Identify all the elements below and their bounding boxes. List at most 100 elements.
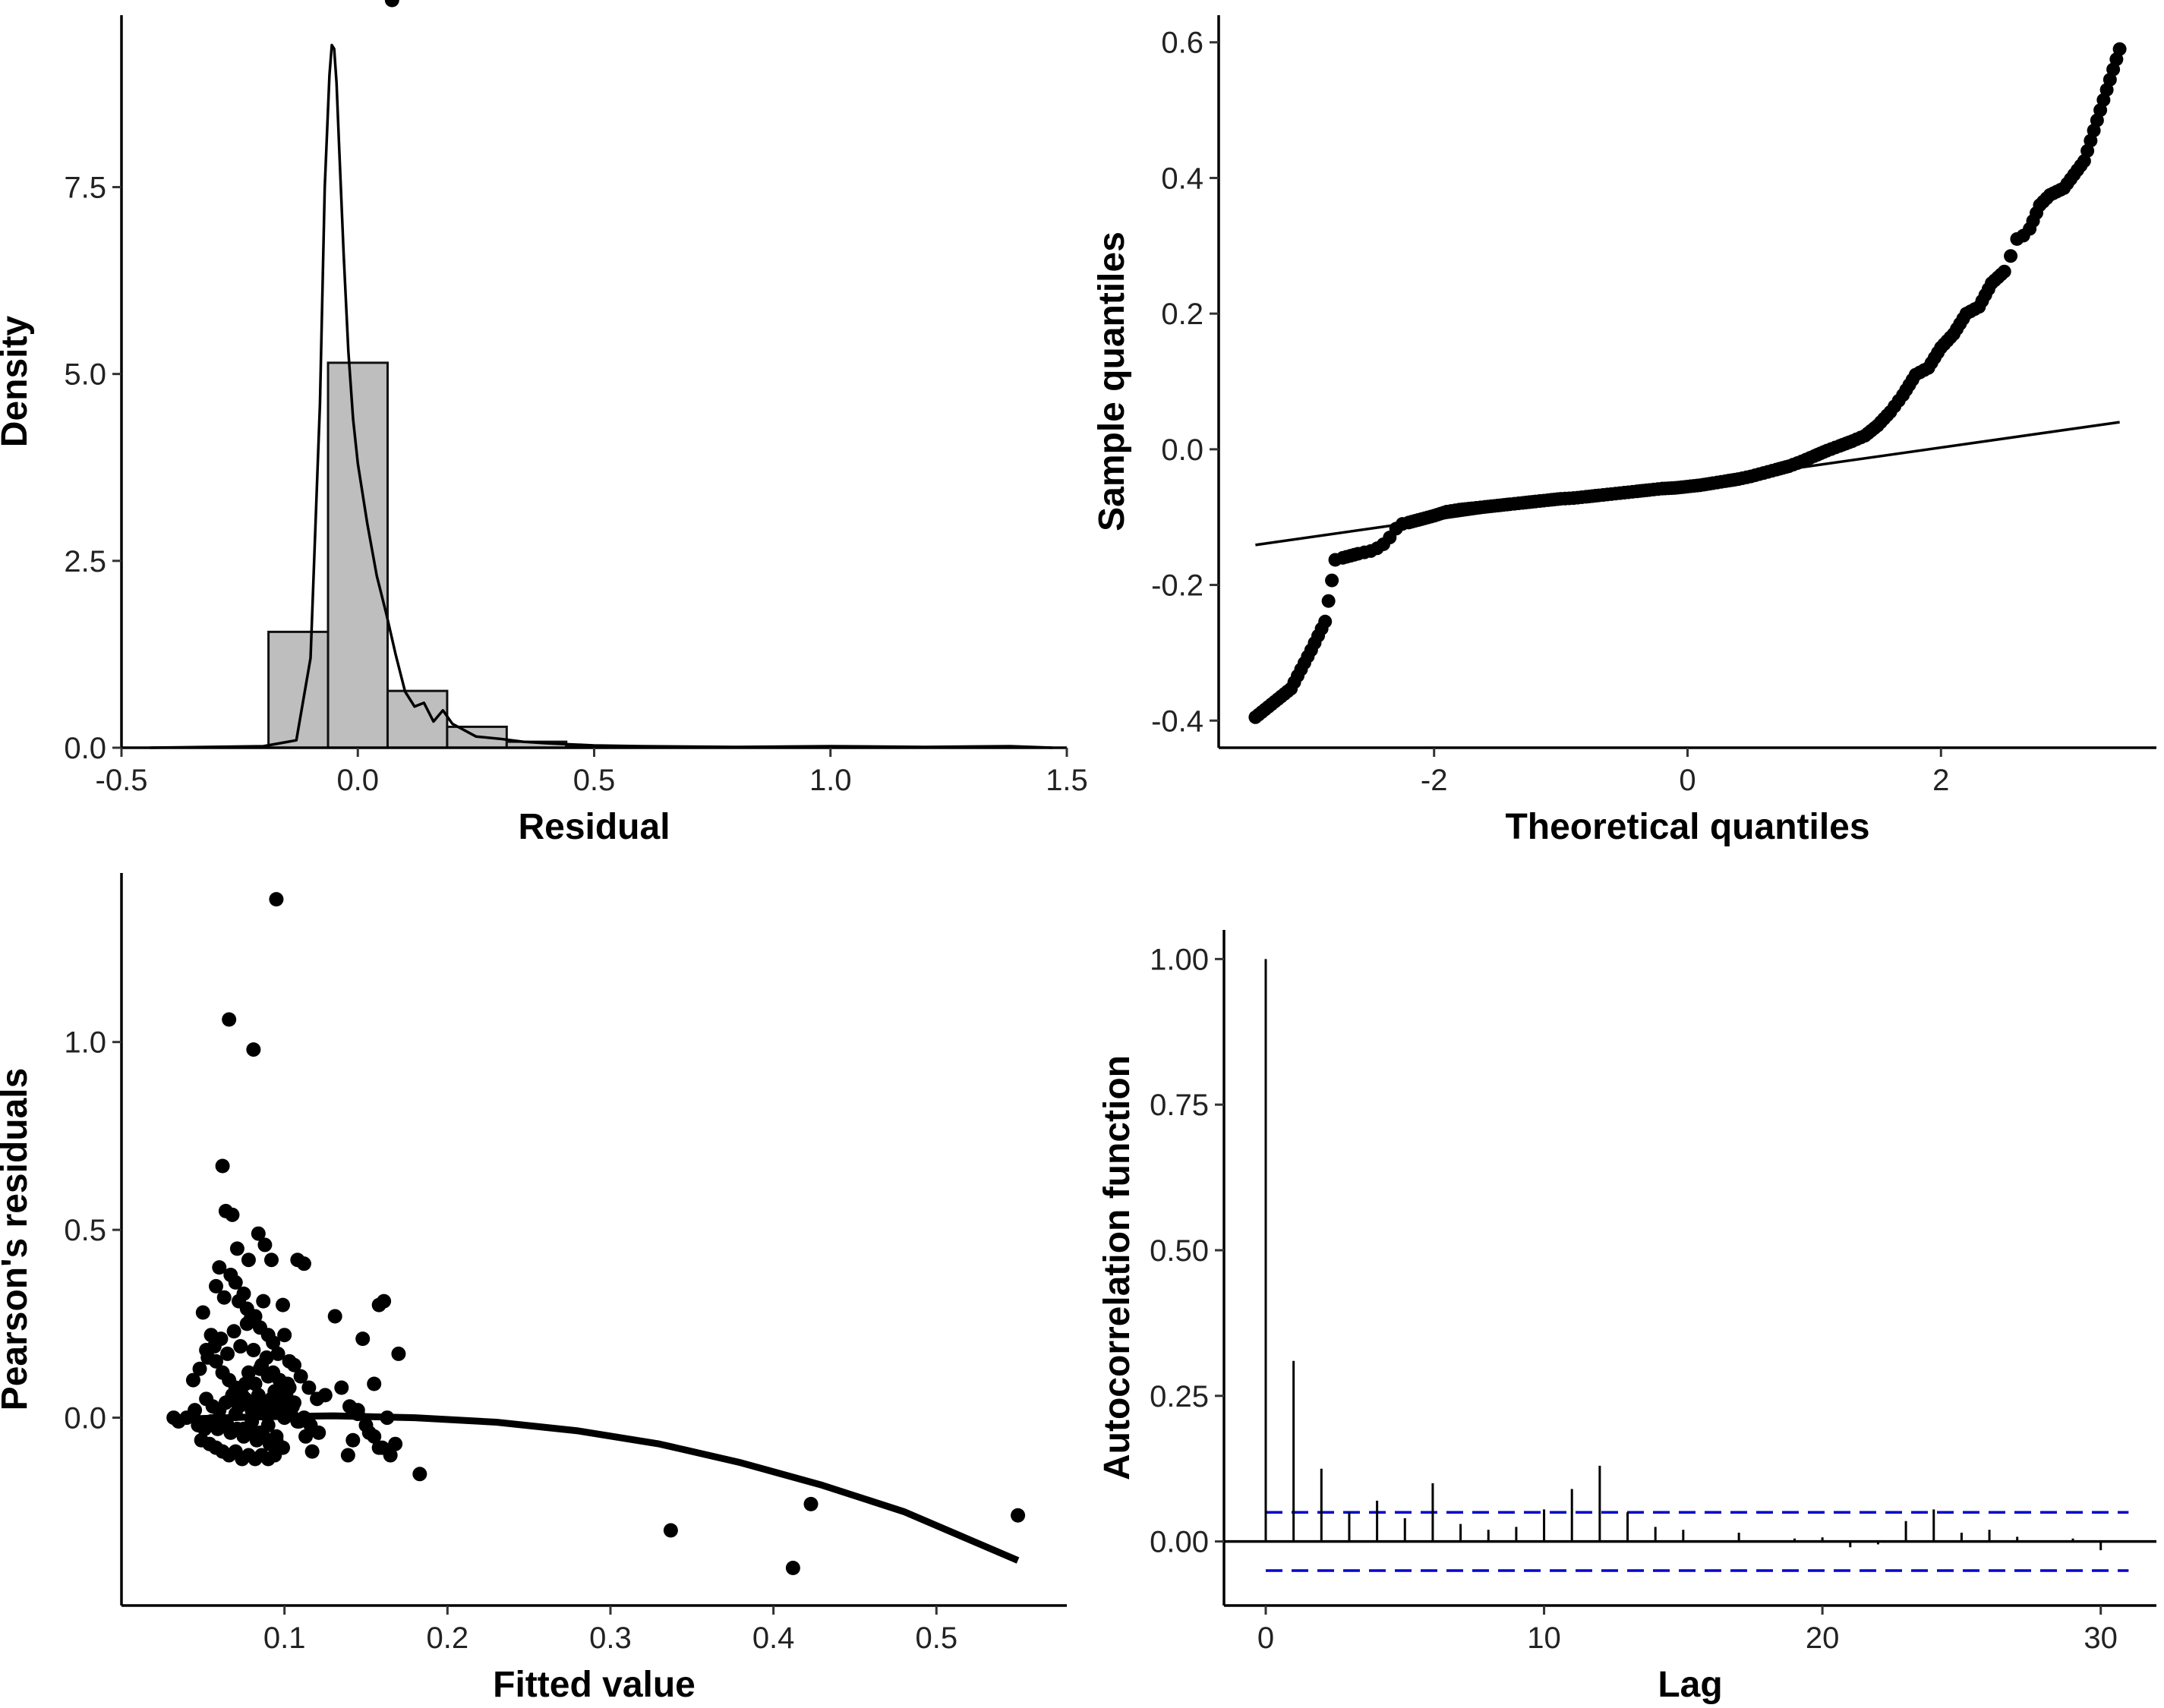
residual-point <box>298 1429 314 1444</box>
residual-histogram-panel: -0.5 0.0 0.5 1.0 1.50.02.55.07.5ResidualDens… <box>0 15 1088 847</box>
y-tick-label: 0.25 <box>1150 1380 1209 1413</box>
residual-point <box>293 1369 308 1384</box>
residual-point <box>367 1376 382 1391</box>
residual-point <box>311 1425 326 1440</box>
residual-point <box>220 1417 235 1432</box>
residual-point <box>225 1207 240 1222</box>
y-tick-label: 0.2 <box>1161 298 1203 331</box>
histogram-bar <box>326 361 389 749</box>
residual-point <box>361 1425 377 1440</box>
residual-point <box>345 1432 361 1448</box>
y-tick-label: -0.4 <box>1151 704 1203 738</box>
residual-point <box>228 1275 243 1290</box>
residual-point <box>355 1331 371 1347</box>
qq-point <box>2109 52 2124 67</box>
residual-point <box>236 1286 251 1301</box>
residual-point <box>257 1237 273 1253</box>
y-tick-label: 0.6 <box>1161 27 1203 60</box>
residual-point <box>267 1448 282 1463</box>
residual-point <box>251 1388 266 1403</box>
x-tick-label: 0.0 <box>336 764 379 797</box>
residual-point <box>277 1328 292 1343</box>
qq-point <box>1301 649 1315 663</box>
residual-point <box>371 1440 386 1455</box>
residual-point <box>383 1448 398 1463</box>
residual-point <box>232 1391 247 1407</box>
smooth-curve <box>170 1412 1020 1564</box>
residual-point <box>241 1365 256 1380</box>
x-tick-label: 0.5 <box>573 764 616 797</box>
x-axis-title: Residual <box>518 807 670 847</box>
y-axis-title: Density <box>0 316 35 448</box>
y-tick-label: 0.50 <box>1150 1234 1209 1268</box>
residual-point <box>412 1467 427 1482</box>
x-tick-label: 10 <box>1527 1621 1561 1655</box>
x-tick-label: 0.1 <box>263 1621 306 1655</box>
qq-plot-panel: -2 0 2 -0.4 -0.2 0.0 0.2 0.4 0.6 Theoretical quan… <box>1092 15 2156 847</box>
residual-point <box>301 1380 317 1395</box>
x-tick-label: -2 <box>1421 764 1448 797</box>
y-tick-label: 1.00 <box>1150 943 1209 976</box>
qq-point <box>2074 159 2088 173</box>
qq-point <box>1314 622 1329 636</box>
residual-point <box>1011 1508 1026 1523</box>
y-tick-label: -0.2 <box>1151 569 1203 603</box>
qq-point <box>1325 573 1339 588</box>
residual-point <box>188 1403 203 1418</box>
x-tick-label: 2 <box>1932 764 1949 797</box>
qq-point <box>1347 547 1361 562</box>
x-axis-title: Fitted value <box>493 1665 696 1705</box>
qq-point <box>2004 249 2018 263</box>
x-axis-title: Lag <box>1658 1665 1722 1705</box>
x-tick-label: 0 <box>1257 1621 1274 1655</box>
residual-point <box>251 1226 266 1241</box>
residual-point <box>269 892 284 907</box>
residual-point <box>287 1357 302 1372</box>
y-tick-label: 0.0 <box>64 732 106 765</box>
residual-point <box>256 1294 271 1309</box>
residual-point <box>226 1324 241 1339</box>
x-tick-label: 0.3 <box>589 1621 632 1655</box>
residual-point <box>803 1496 819 1511</box>
residual-point <box>259 1350 274 1365</box>
residual-point <box>216 1290 232 1305</box>
y-tick-label: 0.0 <box>64 1402 106 1435</box>
qq-point <box>2030 206 2044 220</box>
residual-point <box>241 1253 256 1268</box>
y-axis-title: Pearson's residuals <box>0 1068 35 1411</box>
y-axis-title: Sample quantiles <box>1092 232 1132 531</box>
residual-point <box>263 1391 279 1407</box>
residuals-vs-fitted-panel: 0.1 0.2 0.3 0.4 0.5 0.0 0.5 1.0 Fitted value Pear… <box>0 0 1067 1705</box>
qq-point <box>1994 267 2008 282</box>
residual-point <box>220 1346 235 1361</box>
density-curve <box>150 43 1053 749</box>
y-tick-label: 1.0 <box>64 1026 106 1060</box>
residual-point <box>340 1448 355 1463</box>
residual-point <box>663 1523 678 1538</box>
x-tick-label: 20 <box>1806 1621 1840 1655</box>
residual-point <box>215 1158 230 1174</box>
residual-point <box>192 1361 207 1376</box>
qq-point <box>1891 393 1906 408</box>
residual-point <box>371 1297 386 1313</box>
histogram-bar <box>386 689 449 749</box>
x-tick-label: -0.5 <box>96 764 148 797</box>
residual-point <box>209 1278 223 1294</box>
residual-point <box>239 1316 254 1331</box>
x-tick-label: 1.5 <box>1046 764 1088 797</box>
residual-point <box>269 1429 284 1444</box>
residual-point <box>238 1376 253 1391</box>
y-tick-label: 0.4 <box>1161 162 1203 195</box>
residual-point <box>266 1335 281 1350</box>
y-tick-label: 5.0 <box>64 358 106 392</box>
acf-panel: 0 10 20 30 0.00 0.25 0.50 0.75 1.00 Lag Autocorrel… <box>1097 930 2156 1705</box>
residual-point <box>229 1241 244 1256</box>
residual-point <box>276 1297 291 1313</box>
residual-point <box>200 1350 216 1365</box>
y-tick-label: 2.5 <box>64 545 106 578</box>
y-tick-label: 7.5 <box>64 171 106 204</box>
residual-point <box>304 1444 320 1459</box>
residual-point <box>252 1361 267 1376</box>
y-tick-label: 0.75 <box>1150 1089 1209 1122</box>
